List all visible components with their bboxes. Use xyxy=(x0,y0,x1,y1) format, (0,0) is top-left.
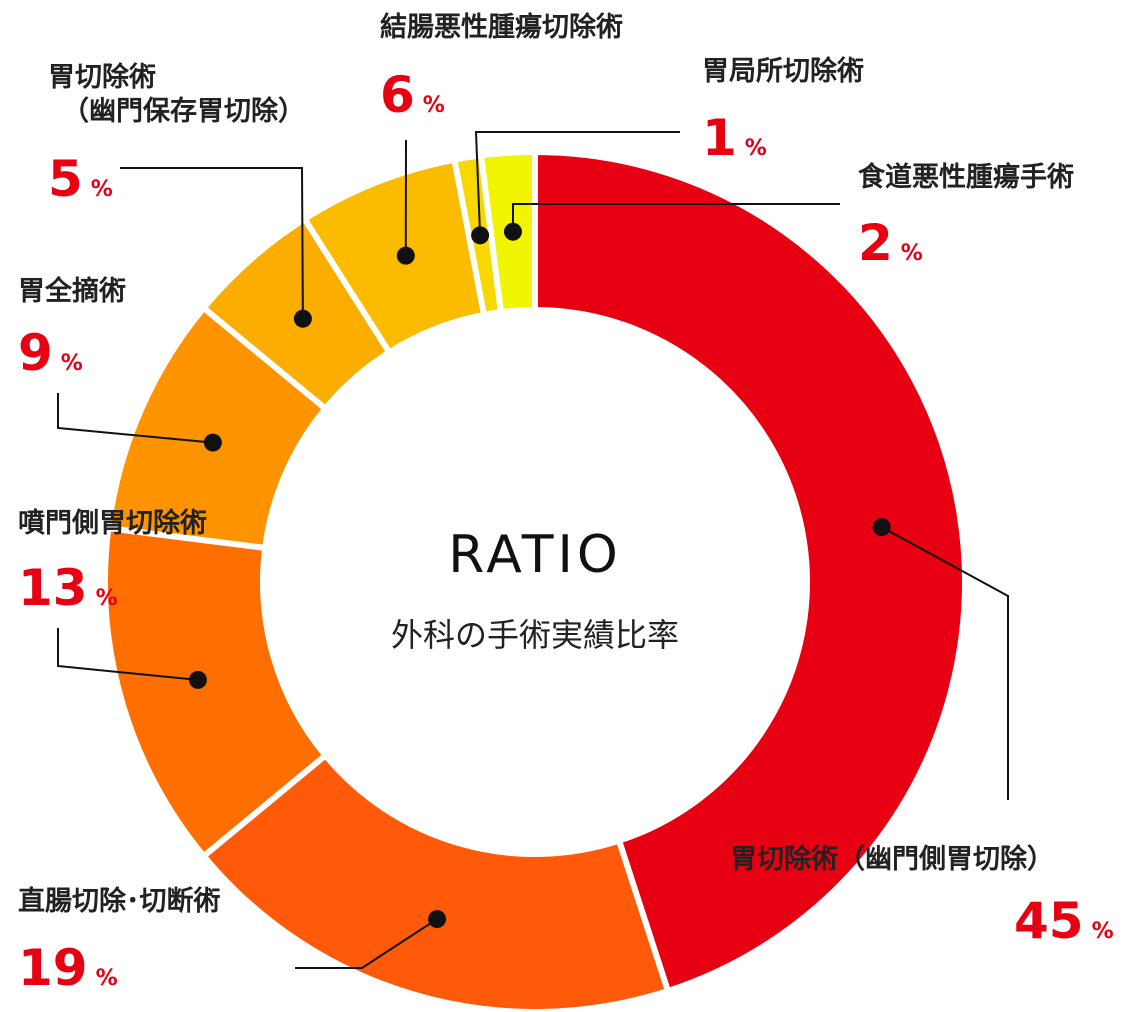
slice-label-2: 噴門側胃切除術 xyxy=(18,507,207,539)
leaders-group xyxy=(57,131,1009,969)
leader-line-3 xyxy=(57,393,213,444)
slice-label-4: 胃切除術 xyxy=(48,61,156,93)
leader-dot-0 xyxy=(872,518,891,537)
slice-value-0: 45% xyxy=(1014,892,1114,950)
slice-label-4-line2: （幽門保存胃切除） xyxy=(62,95,305,127)
leader-line-6 xyxy=(474,131,680,236)
leader-line-4 xyxy=(120,167,304,319)
leader-line-2 xyxy=(57,628,199,681)
slice-label-3: 胃全摘術 xyxy=(18,275,126,307)
labels-group: 胃切除術（幽門側胃切除） 45 % 直腸切除･切断術 19 % 噴門側胃切除術 13 % 胃全摘術… xyxy=(18,11,1114,997)
pie-slice-0 xyxy=(532,148,968,995)
slice-value-4: 5% xyxy=(48,150,113,208)
leader-dot-6 xyxy=(471,226,490,245)
leader-dot-4 xyxy=(293,309,312,328)
slice-value-1: 19% xyxy=(18,939,118,997)
leader-dot-2 xyxy=(188,670,207,689)
leader-dot-3 xyxy=(203,433,222,452)
slice-label-0: 胃切除術（幽門側胃切除） xyxy=(730,843,1054,875)
leader-line-0 xyxy=(881,526,1009,800)
slices-group xyxy=(102,148,968,1012)
leader-dot-7 xyxy=(503,222,522,241)
center-title: RATIO xyxy=(448,525,622,585)
slice-value-6: 1% xyxy=(702,109,767,167)
slice-value-7: 2% xyxy=(858,214,923,272)
slice-value-3: 9% xyxy=(18,324,83,382)
leader-dot-5 xyxy=(396,246,415,265)
slice-label-1: 直腸切除･切断術 xyxy=(18,885,221,917)
leader-line-1 xyxy=(295,918,438,969)
slice-label-7: 食道悪性腫瘍手術 xyxy=(858,161,1074,193)
center-subtitle: 外科の手術実績比率 xyxy=(391,616,679,654)
slice-label-6: 胃局所切除術 xyxy=(702,55,864,87)
leader-line-7 xyxy=(511,203,840,232)
leader-dot-1 xyxy=(428,910,447,929)
slice-value-2: 13% xyxy=(18,559,118,617)
slice-label-5: 結腸悪性腫瘍切除術 xyxy=(380,11,623,43)
slice-value-5: 6% xyxy=(380,66,445,124)
